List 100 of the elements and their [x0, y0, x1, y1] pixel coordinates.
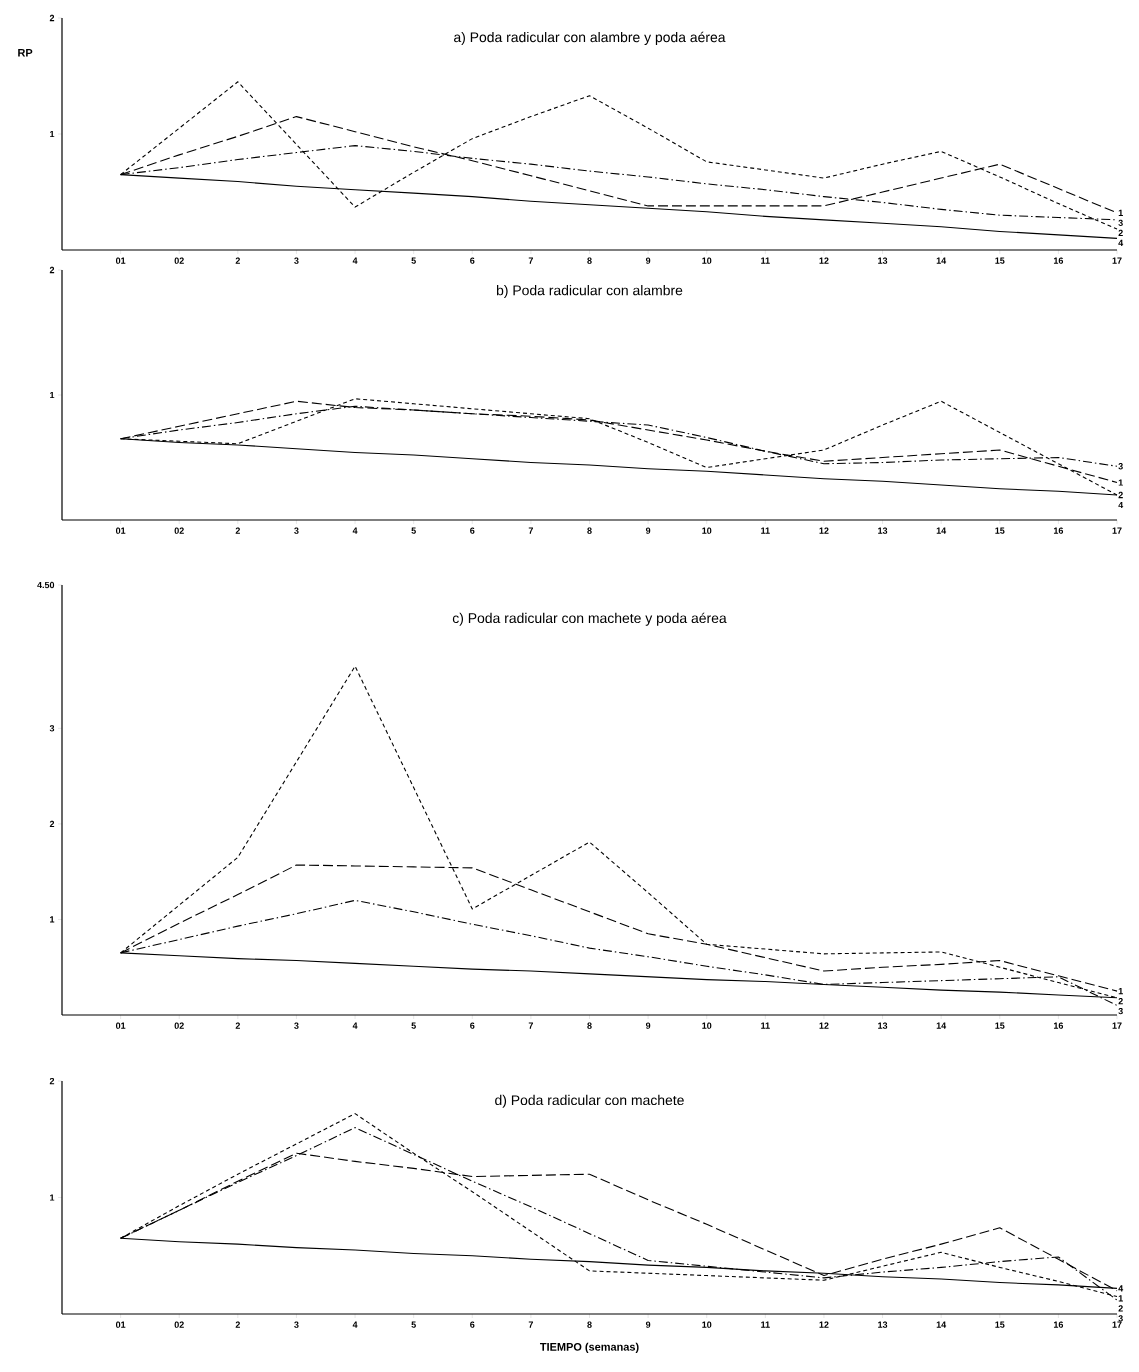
x-tick-label: 5 [411, 1022, 416, 1029]
text: d) Poda radicular con machete [495, 1094, 684, 1108]
series-label: 1 [1118, 988, 1123, 995]
x-tick-label: 4 [352, 1022, 358, 1029]
x-tick-label: 01 [115, 257, 126, 264]
x-tick-label: 5 [411, 257, 416, 264]
x-tick-label: 5 [411, 1321, 416, 1328]
x-tick-label: 6 [470, 1022, 475, 1029]
x-tick-label: 2 [235, 257, 240, 264]
x-tick-label: 02 [174, 257, 184, 264]
x-tick-label: 15 [995, 1022, 1005, 1029]
x-tick-label: 16 [1053, 527, 1064, 534]
y-tick-label: 2 [49, 1077, 55, 1085]
x-tick-label: 4 [352, 527, 358, 534]
series-label: 2 [1118, 997, 1123, 1005]
x-tick-label: 16 [1053, 1022, 1064, 1029]
series-label: 1 [1118, 1295, 1123, 1302]
series-label: 1 [1118, 479, 1123, 486]
x-tick-label: 13 [878, 1321, 888, 1328]
x-tick-label: 10 [702, 257, 712, 264]
y-tick-label: 2 [49, 820, 55, 828]
x-tick-label: 11 [761, 257, 770, 264]
x-tick-label: 2 [235, 1321, 240, 1328]
x-tick-label: 13 [878, 257, 888, 264]
x-tick-label: 11 [761, 1022, 770, 1029]
x-tick-label: 10 [702, 1321, 712, 1328]
x-tick-label: 2 [235, 1022, 240, 1029]
x-tick-label: 14 [936, 257, 947, 264]
x-tick-label: 13 [878, 1022, 888, 1029]
x-tick-label: 14 [936, 1321, 947, 1328]
x-tick-label: 12 [819, 1022, 829, 1029]
y-tick-label: 3 [49, 725, 55, 732]
x-tick-label: 10 [702, 527, 712, 534]
series-label: 3 [1118, 1315, 1123, 1322]
x-tick-label: 8 [587, 1022, 592, 1029]
x-tick-label: 4 [352, 257, 358, 264]
x-tick-label: 4 [352, 1321, 358, 1328]
x-tick-label: 14 [936, 1022, 947, 1029]
series-label: 2 [1118, 1305, 1123, 1312]
x-tick-label: 01 [115, 1321, 126, 1328]
y-tick-label: 1 [50, 1194, 55, 1201]
x-tick-label: 15 [995, 257, 1005, 264]
x-tick-label: 9 [645, 527, 651, 534]
x-tick-label: 16 [1053, 257, 1064, 264]
series-label: 3 [1118, 463, 1123, 470]
x-tick-label: 17 [1112, 1022, 1122, 1029]
x-tick-label: 10 [702, 1022, 712, 1029]
x-tick-label: 6 [470, 257, 475, 264]
series-label: 4 [1118, 501, 1124, 509]
x-tick-label: 7 [528, 1321, 533, 1328]
x-tick-label: 3 [294, 1321, 299, 1328]
x-tick-label: 9 [645, 1321, 651, 1328]
x-tick-label: 16 [1053, 1321, 1064, 1328]
x-tick-label: 6 [470, 527, 475, 534]
x-tick-label: 01 [115, 527, 126, 534]
series-label: 3 [1118, 1007, 1123, 1015]
x-tick-label: 8 [587, 257, 592, 264]
x-tick-label: 13 [878, 527, 888, 534]
x-tick-label: 7 [528, 257, 533, 264]
x-tick-label: 9 [645, 257, 651, 264]
series-label: 2 [1118, 229, 1123, 237]
text: b) Poda radicular con alambre [496, 285, 683, 299]
x-tick-label: 17 [1112, 257, 1122, 264]
x-tick-label: 02 [174, 1022, 184, 1029]
x-tick-label: 15 [995, 1321, 1005, 1328]
x-tick-label: 8 [587, 1321, 592, 1328]
x-tick-label: 14 [936, 527, 947, 534]
x-tick-label: 3 [294, 527, 299, 534]
series-label: 1 [1118, 209, 1123, 216]
y-axis-title: RP [18, 49, 33, 57]
x-tick-label: 15 [995, 527, 1005, 534]
x-tick-label: 6 [470, 1321, 475, 1328]
y-tick-label: 1 [50, 130, 55, 138]
x-tick-label: 02 [174, 1321, 184, 1328]
x-tick-label: 17 [1112, 1321, 1122, 1328]
x-tick-label: 12 [819, 527, 829, 534]
y-tick-label: 2 [49, 266, 55, 274]
x-tick-label: 02 [174, 527, 184, 534]
x-tick-label: 3 [294, 257, 299, 264]
y-tick-label: 1 [50, 391, 55, 399]
series-label: 2 [1118, 491, 1123, 499]
series-label: 4 [1118, 1285, 1124, 1292]
y-tick-label: 4.50 [37, 581, 55, 589]
series-label: 4 [1118, 239, 1124, 246]
x-tick-label: 2 [235, 527, 240, 534]
x-tick-label: 7 [528, 527, 533, 534]
x-tick-label: 5 [411, 527, 416, 534]
x-tick-label: 11 [761, 527, 770, 534]
y-tick-label: 1 [50, 916, 55, 923]
x-tick-label: 12 [819, 1321, 829, 1328]
x-tick-label: 12 [819, 257, 829, 264]
x-axis-title: TIEMPO (semanas) [539, 1342, 639, 1353]
y-tick-label: 2 [49, 14, 55, 22]
x-tick-label: 7 [528, 1022, 533, 1029]
x-tick-label: 17 [1112, 527, 1122, 534]
x-tick-label: 3 [294, 1022, 299, 1029]
series-label: 3 [1118, 219, 1123, 227]
x-tick-label: 01 [115, 1022, 126, 1029]
x-tick-label: 11 [761, 1321, 770, 1328]
text: a) Poda radicular con alambre y poda aérea [454, 31, 726, 45]
